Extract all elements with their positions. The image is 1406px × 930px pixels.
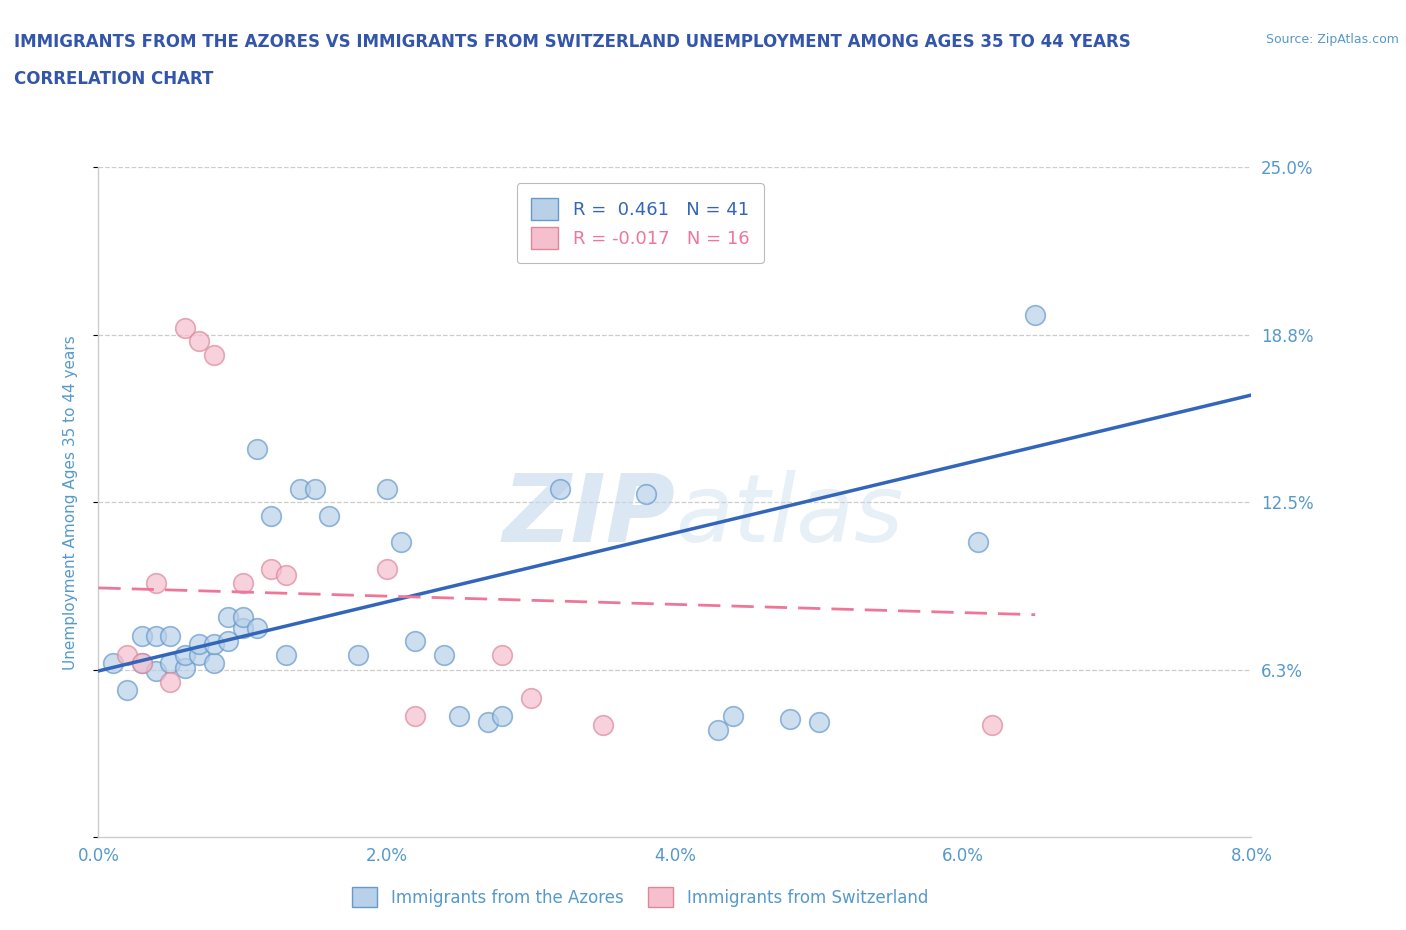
Point [231, 610, 254, 625]
Text: ZIP: ZIP [502, 470, 675, 562]
Point [260, 508, 283, 523]
Point [375, 562, 398, 577]
Point [159, 674, 181, 689]
Point [202, 656, 225, 671]
Point [274, 567, 297, 582]
Point [636, 486, 658, 501]
Point [260, 562, 283, 577]
Point [447, 709, 470, 724]
Point [246, 441, 269, 456]
Point [491, 709, 513, 724]
Point [217, 634, 239, 649]
Point [246, 620, 269, 635]
Point [217, 610, 239, 625]
Point [174, 661, 197, 676]
Point [779, 711, 801, 726]
Point [966, 535, 988, 550]
Text: CORRELATION CHART: CORRELATION CHART [14, 70, 214, 87]
Point [131, 656, 153, 671]
Point [405, 709, 427, 724]
Point [1024, 307, 1046, 322]
Point [707, 723, 730, 737]
Text: IMMIGRANTS FROM THE AZORES VS IMMIGRANTS FROM SWITZERLAND UNEMPLOYMENT AMONG AGE: IMMIGRANTS FROM THE AZORES VS IMMIGRANTS… [14, 33, 1130, 50]
Point [174, 321, 197, 336]
Point [491, 647, 513, 662]
Point [346, 647, 368, 662]
Point [548, 482, 571, 497]
Point [159, 629, 181, 644]
Point [202, 348, 225, 363]
Point [174, 647, 197, 662]
Point [159, 656, 181, 671]
Point [188, 637, 211, 652]
Point [807, 714, 830, 729]
Legend: Immigrants from the Azores, Immigrants from Switzerland: Immigrants from the Azores, Immigrants f… [344, 879, 936, 916]
Point [231, 620, 254, 635]
Point [202, 637, 225, 652]
Text: Source: ZipAtlas.com: Source: ZipAtlas.com [1265, 33, 1399, 46]
Point [290, 482, 312, 497]
Point [145, 629, 167, 644]
Point [318, 508, 340, 523]
Text: atlas: atlas [675, 470, 903, 561]
Point [117, 647, 139, 662]
Point [433, 647, 456, 662]
Point [145, 575, 167, 590]
Point [592, 717, 614, 732]
Point [145, 663, 167, 678]
Point [131, 629, 153, 644]
Point [477, 714, 499, 729]
Point [375, 482, 398, 497]
Point [131, 656, 153, 671]
Point [188, 647, 211, 662]
Point [981, 717, 1004, 732]
Y-axis label: Unemployment Among Ages 35 to 44 years: Unemployment Among Ages 35 to 44 years [63, 335, 77, 670]
Point [721, 709, 744, 724]
Point [101, 656, 124, 671]
Point [389, 535, 412, 550]
Point [188, 334, 211, 349]
Point [117, 683, 139, 698]
Point [231, 575, 254, 590]
Point [304, 482, 326, 497]
Point [274, 647, 297, 662]
Point [405, 634, 427, 649]
Point [520, 690, 543, 705]
